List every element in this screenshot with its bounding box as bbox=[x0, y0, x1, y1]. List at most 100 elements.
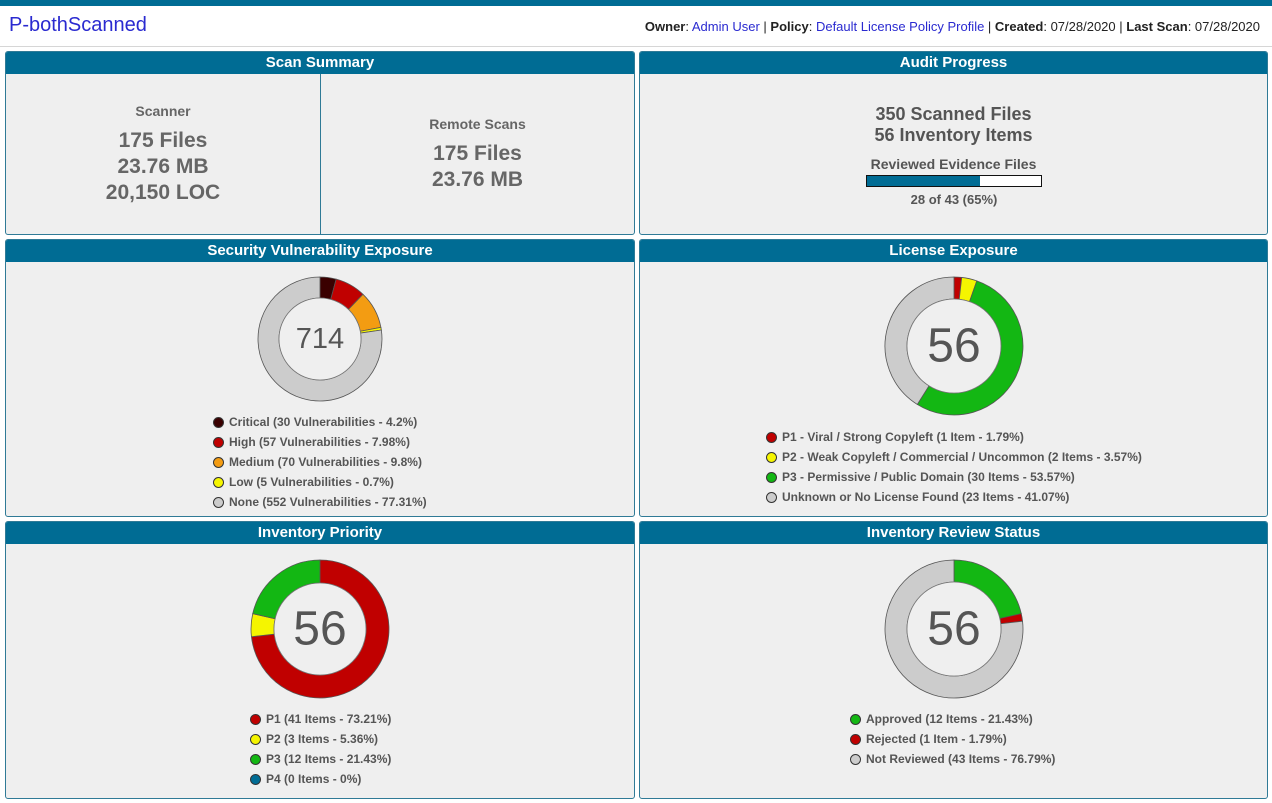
legend-item-none[interactable]: None (552 Vulnerabilities - 77.31%) bbox=[213, 492, 427, 512]
legend-swatch bbox=[766, 472, 777, 483]
created-date: 07/28/2020 bbox=[1050, 19, 1116, 34]
donut-hole bbox=[278, 297, 362, 381]
legend-swatch bbox=[250, 774, 261, 785]
legend-label: High (57 Vulnerabilities - 7.98%) bbox=[229, 435, 410, 449]
scanner-loc: 20,150 LOC bbox=[105, 181, 221, 204]
legend-label: Medium (70 Vulnerabilities - 9.8%) bbox=[229, 455, 422, 469]
priority-donut-chart: 56 bbox=[250, 559, 390, 699]
donut-center-total: 56 bbox=[293, 603, 346, 656]
donut-center-total: 56 bbox=[927, 320, 980, 373]
scanner-size: 23.76 MB bbox=[117, 155, 209, 178]
project-meta: Owner: Admin User | Policy: Default Lice… bbox=[644, 19, 1260, 34]
audit-progress-panel: Audit Progress 350 Scanned Files 56 Inve… bbox=[639, 51, 1268, 235]
legend-item-unknown-or-no-license-found[interactable]: Unknown or No License Found (23 Items - … bbox=[766, 487, 1142, 507]
reviewed-progress-bar bbox=[866, 175, 1042, 187]
inventory-priority-title: Inventory Priority bbox=[6, 522, 634, 544]
legend-item-not-reviewed[interactable]: Not Reviewed (43 Items - 76.79%) bbox=[850, 749, 1055, 769]
owner-label: Owner bbox=[644, 19, 686, 34]
legend-item-p2-weak-copyleft-commercial-uncommon[interactable]: P2 - Weak Copyleft / Commercial / Uncomm… bbox=[766, 447, 1142, 467]
legend-label: Unknown or No License Found (23 Items - … bbox=[782, 490, 1070, 504]
scanner-files: 175 Files bbox=[118, 129, 208, 152]
remote-scans-label: Remote Scans bbox=[429, 116, 526, 132]
legend-swatch bbox=[250, 714, 261, 725]
legend-item-p1-viral-strong-copyleft[interactable]: P1 - Viral / Strong Copyleft (1 Item - 1… bbox=[766, 427, 1142, 447]
remote-size: 23.76 MB bbox=[431, 168, 524, 191]
remote-files: 175 Files bbox=[433, 142, 522, 165]
legend-label: P3 - Permissive / Public Domain (30 Item… bbox=[782, 470, 1075, 484]
reviewed-progress-text: 28 of 43 (65%) bbox=[910, 192, 998, 207]
scan-summary-divider bbox=[320, 74, 321, 234]
donut-hole bbox=[273, 582, 367, 676]
legend-swatch bbox=[766, 452, 777, 463]
scanner-summary: Scanner 175 Files 23.76 MB 20,150 LOC bbox=[6, 74, 320, 234]
legend-swatch bbox=[850, 734, 861, 745]
legend-label: None (552 Vulnerabilities - 77.31%) bbox=[229, 495, 427, 509]
security-legend: Critical (30 Vulnerabilities - 4.2%) High… bbox=[213, 412, 427, 512]
inventory-priority-panel: Inventory Priority 56 P1 (41 Items - 73.… bbox=[5, 521, 635, 799]
legend-item-p4[interactable]: P4 (0 Items - 0%) bbox=[250, 769, 391, 789]
security-donut-chart: 714 bbox=[257, 276, 383, 402]
license-donut-chart: 56 bbox=[884, 276, 1024, 416]
scan-summary-title: Scan Summary bbox=[6, 52, 634, 74]
legend-item-p2[interactable]: P2 (3 Items - 5.36%) bbox=[250, 729, 391, 749]
legend-swatch bbox=[766, 432, 777, 443]
owner-link[interactable]: Admin User bbox=[691, 19, 760, 34]
legend-swatch bbox=[213, 497, 224, 508]
legend-item-medium[interactable]: Medium (70 Vulnerabilities - 9.8%) bbox=[213, 452, 427, 472]
legend-item-p1[interactable]: P1 (41 Items - 73.21%) bbox=[250, 709, 391, 729]
legend-swatch bbox=[213, 477, 224, 488]
legend-swatch bbox=[213, 417, 224, 428]
legend-item-p3-permissive-public-domain[interactable]: P3 - Permissive / Public Domain (30 Item… bbox=[766, 467, 1142, 487]
donut-hole bbox=[906, 581, 1002, 677]
priority-legend: P1 (41 Items - 73.21%) P2 (3 Items - 5.36… bbox=[250, 709, 391, 789]
legend-item-critical[interactable]: Critical (30 Vulnerabilities - 4.2%) bbox=[213, 412, 427, 432]
legend-item-approved[interactable]: Approved (12 Items - 21.43%) bbox=[850, 709, 1055, 729]
legend-swatch bbox=[250, 754, 261, 765]
legend-swatch bbox=[850, 714, 861, 725]
created-label: Created bbox=[994, 19, 1044, 34]
security-exposure-title: Security Vulnerability Exposure bbox=[6, 240, 634, 262]
policy-link[interactable]: Default License Policy Profile bbox=[815, 19, 985, 34]
legend-swatch bbox=[250, 734, 261, 745]
security-exposure-panel: Security Vulnerability Exposure 714 Crit… bbox=[5, 239, 635, 517]
remote-scans-summary: Remote Scans 175 Files 23.76 MB bbox=[321, 74, 634, 234]
last-scan-date: 07/28/2020 bbox=[1194, 19, 1260, 34]
review-legend: Approved (12 Items - 21.43%) Rejected (1 … bbox=[850, 709, 1055, 769]
reviewed-evidence-label: Reviewed Evidence Files bbox=[870, 156, 1037, 172]
legend-swatch bbox=[213, 457, 224, 468]
inventory-items-count: 56 Inventory Items bbox=[874, 125, 1033, 145]
legend-item-p3[interactable]: P3 (12 Items - 21.43%) bbox=[250, 749, 391, 769]
scanned-files-count: 350 Scanned Files bbox=[875, 104, 1032, 124]
donut-hole bbox=[906, 298, 1002, 394]
policy-label: Policy bbox=[770, 19, 809, 34]
legend-label: P1 - Viral / Strong Copyleft (1 Item - 1… bbox=[782, 430, 1024, 444]
legend-swatch bbox=[213, 437, 224, 448]
reviewed-progress-fill bbox=[867, 176, 981, 186]
legend-label: P2 - Weak Copyleft / Commercial / Uncomm… bbox=[782, 450, 1142, 464]
license-exposure-panel: License Exposure 56 P1 - Viral / Strong … bbox=[639, 239, 1268, 517]
top-accent-bar bbox=[0, 0, 1272, 6]
legend-label: Approved (12 Items - 21.43%) bbox=[866, 712, 1033, 726]
legend-label: Critical (30 Vulnerabilities - 4.2%) bbox=[229, 415, 418, 429]
license-exposure-title: License Exposure bbox=[640, 240, 1267, 262]
donut-center-total: 714 bbox=[296, 323, 344, 355]
last-scan-label: Last Scan bbox=[1126, 19, 1188, 34]
legend-label: P2 (3 Items - 5.36%) bbox=[266, 732, 379, 746]
legend-label: P3 (12 Items - 21.43%) bbox=[266, 752, 392, 766]
audit-progress-title: Audit Progress bbox=[640, 52, 1267, 74]
legend-item-rejected[interactable]: Rejected (1 Item - 1.79%) bbox=[850, 729, 1055, 749]
legend-item-low[interactable]: Low (5 Vulnerabilities - 0.7%) bbox=[213, 472, 427, 492]
legend-item-high[interactable]: High (57 Vulnerabilities - 7.98%) bbox=[213, 432, 427, 452]
license-legend: P1 - Viral / Strong Copyleft (1 Item - 1… bbox=[766, 427, 1142, 507]
legend-swatch bbox=[850, 754, 861, 765]
scanner-label: Scanner bbox=[135, 103, 191, 119]
legend-label: Not Reviewed (43 Items - 76.79%) bbox=[866, 752, 1056, 766]
legend-label: Low (5 Vulnerabilities - 0.7%) bbox=[229, 475, 394, 489]
scan-summary-panel: Scan Summary Scanner 175 Files 23.76 MB … bbox=[5, 51, 635, 235]
review-status-title: Inventory Review Status bbox=[640, 522, 1267, 544]
review-donut-chart: 56 bbox=[884, 559, 1024, 699]
page-header: P-bothScanned Owner: Admin User | Policy… bbox=[0, 6, 1272, 47]
donut-center-total: 56 bbox=[927, 603, 980, 656]
review-status-panel: Inventory Review Status 56 Approved (12 … bbox=[639, 521, 1268, 799]
project-title: P-bothScanned bbox=[9, 14, 147, 36]
